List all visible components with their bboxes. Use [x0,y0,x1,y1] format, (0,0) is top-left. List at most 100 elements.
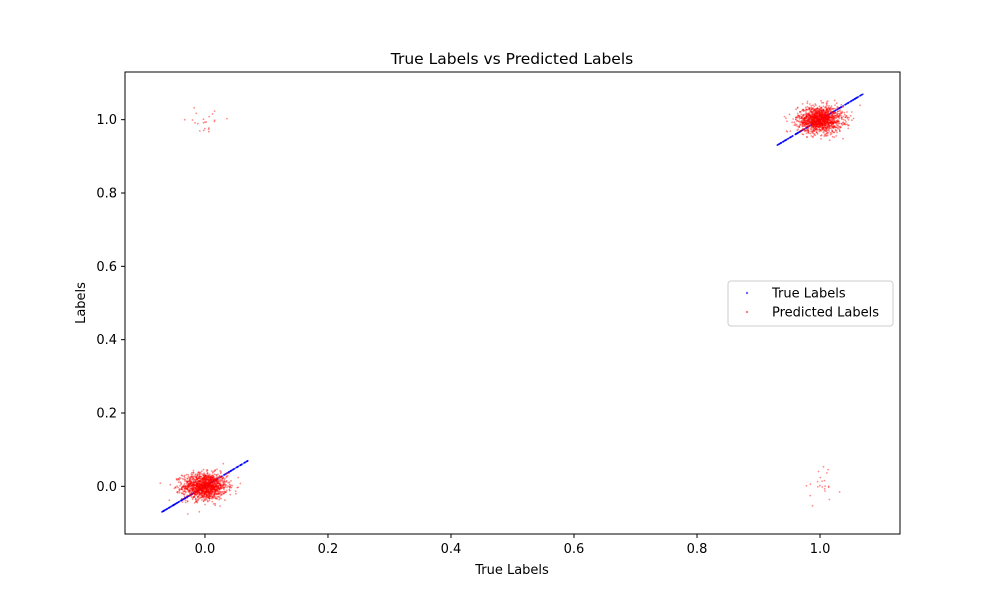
predicted-label-point [847,124,850,127]
predicted-label-point [202,479,205,481]
predicted-label-point [231,484,234,487]
predicted-label-point [212,493,215,496]
predicted-label-point [797,120,800,123]
predicted-label-point [203,478,206,480]
predicted-label-point [226,117,228,120]
predicted-label-point [208,484,211,486]
predicted-label-point [189,490,191,492]
predicted-label-point [202,487,205,489]
predicted-label-point [200,496,203,499]
predicted-label-point [203,474,206,476]
predicted-label-point [207,481,210,484]
predicted-label-point [207,488,210,491]
predicted-label-point [208,484,211,487]
predicted-label-point [200,489,203,492]
predicted-label-point [208,495,211,497]
predicted-label-point [204,490,206,493]
predicted-label-point [219,486,222,489]
predicted-label-point [194,483,196,486]
predicted-label-point [198,492,201,495]
predicted-label-point [207,477,210,479]
predicted-label-point [218,492,221,494]
predicted-label-point [817,125,819,128]
predicted-label-point [186,488,189,491]
predicted-label-point [187,483,190,486]
predicted-label-point [174,486,177,489]
predicted-label-point [186,481,189,483]
predicted-label-point [215,478,218,481]
predicted-label-point [196,489,199,492]
predicted-label-point [806,120,809,122]
true-label-point [856,96,859,99]
predicted-label-point [214,491,217,493]
predicted-label-point [198,492,201,494]
predicted-label-point [213,488,216,490]
predicted-label-point [196,478,199,480]
predicted-label-point [192,479,195,482]
predicted-label-point [213,483,216,486]
predicted-label-point [187,486,189,489]
predicted-label-point [205,482,208,484]
predicted-label-point [204,503,206,506]
predicted-label-point [214,488,216,491]
predicted-label-point [211,479,213,481]
predicted-label-point [207,482,210,485]
predicted-label-point [195,484,198,487]
predicted-label-point [197,489,200,492]
true-label-point [847,102,850,104]
predicted-label-point [201,483,204,486]
predicted-label-point [198,477,201,480]
predicted-label-point [187,485,189,488]
predicted-label-point [196,478,199,481]
predicted-label-point [207,484,209,486]
predicted-label-point [213,486,216,489]
true-label-point [836,108,839,111]
predicted-label-point [194,497,197,500]
predicted-label-point [204,479,207,482]
predicted-label-point [182,478,184,480]
predicted-label-point [850,111,853,113]
predicted-label-point [219,486,222,489]
predicted-label-point [822,118,824,121]
predicted-label-point [203,489,206,491]
predicted-label-point [183,485,185,488]
true-label-point [167,507,170,509]
predicted-label-point [806,100,809,103]
predicted-label-point [223,488,225,490]
predicted-label-point [212,484,214,487]
predicted-label-point [818,110,820,113]
predicted-label-point [204,478,206,481]
predicted-label-point [229,485,231,488]
predicted-label-point [197,490,199,493]
predicted-label-point [806,136,808,138]
predicted-label-point [159,482,162,485]
predicted-label-point [209,476,212,479]
predicted-label-point [205,488,208,491]
predicted-label-point [213,120,216,123]
predicted-label-point [196,484,198,487]
predicted-label-point [205,121,208,123]
true-label-point [795,133,798,135]
predicted-label-point [205,490,208,492]
predicted-label-point [184,486,187,489]
predicted-label-point [191,475,193,477]
predicted-label-point [210,488,213,491]
predicted-label-point [836,110,839,113]
predicted-label-point [196,479,199,482]
predicted-label-point [816,480,819,483]
predicted-label-point [786,120,788,123]
predicted-label-point [799,122,802,124]
predicted-label-point [224,485,227,488]
predicted-label-point [183,477,186,479]
predicted-label-point [200,483,203,485]
predicted-label-point [185,480,188,482]
predicted-label-point [225,472,228,475]
predicted-label-point [206,483,209,485]
predicted-label-point [206,481,208,484]
predicted-label-point [187,488,189,491]
predicted-label-point [193,106,196,109]
true-label-point [237,465,240,467]
predicted-label-point [828,498,831,501]
predicted-label-point [846,111,848,113]
predicted-label-point [222,477,224,480]
